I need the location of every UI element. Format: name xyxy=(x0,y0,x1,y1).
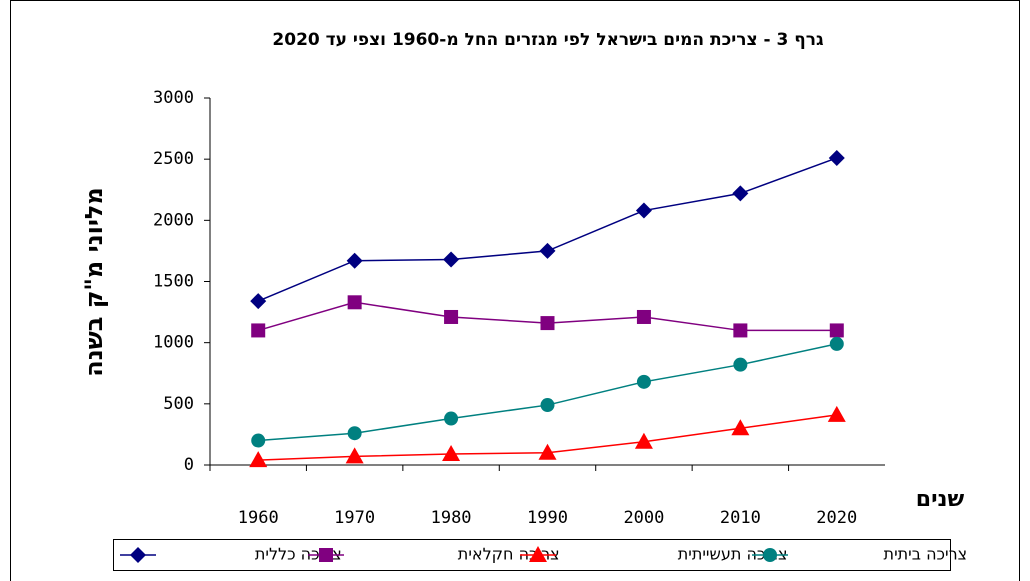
data-point xyxy=(636,309,651,324)
data-point xyxy=(829,336,844,351)
x-axis-label: שנים xyxy=(916,487,965,512)
y-tick-label: 2500 xyxy=(153,149,194,169)
data-point xyxy=(540,398,555,413)
data-point xyxy=(828,149,845,166)
data-point xyxy=(347,426,362,441)
data-point xyxy=(251,323,266,338)
data-point xyxy=(444,309,459,324)
x-tick-label: 1960 xyxy=(238,508,279,528)
x-tick-label: 1980 xyxy=(431,508,472,528)
data-point xyxy=(444,411,459,426)
legend-marker xyxy=(529,546,547,562)
data-point xyxy=(732,185,749,202)
data-point xyxy=(345,447,364,464)
data-point xyxy=(442,444,461,461)
legend-marker xyxy=(130,547,146,563)
data-point xyxy=(634,432,653,449)
x-tick-label: 1990 xyxy=(527,508,568,528)
data-point xyxy=(636,374,651,389)
data-point xyxy=(733,357,748,372)
data-point xyxy=(827,405,846,422)
x-tick-label: 1970 xyxy=(334,508,375,528)
y-tick-label: 1000 xyxy=(153,333,194,353)
data-point xyxy=(250,293,267,310)
y-tick-label: 1500 xyxy=(153,272,194,292)
data-point xyxy=(733,323,748,338)
x-tick-label: 2010 xyxy=(720,508,761,528)
legend-marker xyxy=(763,548,777,562)
data-point xyxy=(538,443,557,460)
data-point xyxy=(635,202,652,219)
data-point xyxy=(829,323,844,338)
series-line xyxy=(257,157,838,302)
legend-label: צריכה ביתית xyxy=(884,545,968,564)
chart-frame xyxy=(10,0,1020,581)
chart-title: גרף 3 - צריכת המים בישראל לפי מגזרים החל… xyxy=(272,30,824,50)
data-point xyxy=(251,433,266,448)
y-tick-label: 2000 xyxy=(153,210,194,230)
series-line xyxy=(258,343,837,442)
x-tick-label: 2000 xyxy=(623,508,664,528)
data-point xyxy=(443,251,460,268)
data-point xyxy=(249,451,268,468)
data-point xyxy=(347,295,362,310)
data-point xyxy=(346,252,363,269)
data-point xyxy=(731,419,750,436)
legend-label: צריכה תעשייתית xyxy=(678,545,788,564)
data-point xyxy=(540,316,555,331)
y-tick-label: 0 xyxy=(184,455,194,475)
y-tick-label: 500 xyxy=(163,394,194,414)
y-tick-label: 3000 xyxy=(153,88,194,108)
y-axis-label: מליוני מ"ק בשנה xyxy=(80,187,108,377)
data-point xyxy=(539,242,556,259)
legend-marker xyxy=(319,548,333,562)
x-tick-label: 2020 xyxy=(816,508,857,528)
